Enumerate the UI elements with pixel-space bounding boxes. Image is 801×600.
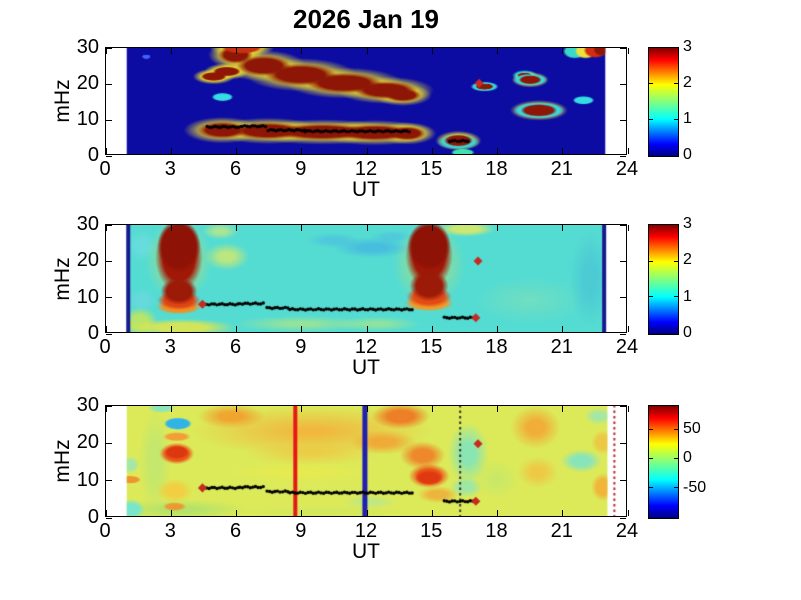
colorbar bbox=[648, 47, 679, 157]
x-tick-label: 3 bbox=[164, 158, 176, 180]
x-tick-label: 3 bbox=[164, 520, 176, 542]
colorbar-tick-label: -50 bbox=[683, 478, 707, 496]
y-tick-label: 30 bbox=[76, 36, 99, 58]
plot-area bbox=[105, 224, 629, 335]
colorbar bbox=[648, 405, 679, 519]
heatmap-canvas bbox=[105, 47, 627, 155]
x-tick-label: 12 bbox=[354, 158, 378, 180]
colorbar-tick bbox=[674, 260, 678, 262]
axis-tick bbox=[106, 155, 112, 157]
colorbar-tick-label: 0 bbox=[683, 146, 692, 163]
x-axis-label: UT bbox=[352, 178, 380, 201]
axis-tick bbox=[620, 333, 626, 335]
axis-tick bbox=[627, 48, 629, 54]
axis-tick bbox=[620, 155, 626, 157]
colorbar-tick-labels: 3 2 1 0 bbox=[683, 38, 729, 163]
x-tick-label: 6 bbox=[229, 336, 242, 358]
y-tick-label: 10 bbox=[76, 468, 99, 491]
x-tick-label: 3 bbox=[164, 336, 176, 358]
x-tick-label: 21 bbox=[550, 158, 573, 180]
x-tick-labels: 0 3 6 9 12 15 18 21 24 bbox=[99, 158, 638, 182]
colorbar-tick bbox=[674, 458, 678, 460]
x-tick-label: 18 bbox=[485, 158, 508, 180]
colorbar-tick-label: 3 bbox=[683, 215, 692, 232]
colorbar-tick bbox=[674, 429, 678, 431]
y-tick-label: 20 bbox=[76, 72, 99, 94]
x-tick-label: 21 bbox=[550, 520, 573, 542]
x-tick-label: 9 bbox=[295, 336, 307, 358]
axis-tick bbox=[106, 517, 112, 519]
y-tick-label: 10 bbox=[76, 108, 99, 130]
axis-tick bbox=[106, 333, 112, 335]
x-tick-labels: 0 3 6 9 12 15 18 21 24 bbox=[99, 520, 638, 544]
colorbar-tick bbox=[649, 487, 653, 489]
heatmap-canvas bbox=[105, 405, 627, 517]
y-tick-label: 0 bbox=[87, 144, 99, 166]
axis-tick bbox=[627, 148, 629, 154]
x-tick-label: 0 bbox=[99, 336, 111, 358]
axis-tick bbox=[627, 225, 629, 231]
x-tick-label: 21 bbox=[550, 336, 573, 358]
colorbar-tick bbox=[649, 458, 653, 460]
x-axis-label: UT bbox=[352, 540, 380, 563]
x-tick-label: 24 bbox=[615, 336, 639, 358]
y-tick-label: 20 bbox=[76, 431, 99, 454]
y-tick-label: 30 bbox=[76, 394, 99, 416]
colorbar-tick bbox=[674, 487, 678, 489]
y-tick-label: 30 bbox=[76, 213, 99, 235]
y-tick-labels: 0 10 20 30 bbox=[0, 394, 99, 528]
colorbar-tick-label: 3 bbox=[683, 38, 692, 55]
colorbar-tick-labels: 3 2 1 0 bbox=[683, 215, 729, 341]
x-tick-label: 9 bbox=[295, 158, 307, 180]
colorbar-tick-label: 50 bbox=[683, 419, 701, 437]
colorbar-tick bbox=[649, 118, 653, 120]
x-tick-label: 18 bbox=[485, 520, 508, 542]
x-tick-label: 24 bbox=[615, 520, 639, 542]
colorbar-tick bbox=[649, 83, 653, 85]
plot-area bbox=[105, 47, 629, 157]
colorbar-tick bbox=[649, 260, 653, 262]
axis-tick bbox=[627, 406, 629, 412]
x-tick-label: 12 bbox=[354, 336, 378, 358]
y-tick-labels: 0 10 20 30 bbox=[0, 213, 99, 344]
x-tick-label: 15 bbox=[420, 520, 443, 542]
axis-tick bbox=[627, 510, 629, 516]
colorbar-tick-label: 1 bbox=[683, 110, 692, 127]
colorbar-tick bbox=[674, 118, 678, 120]
colorbar-tick-labels: 50 0 -50 bbox=[683, 405, 729, 517]
x-tick-label: 18 bbox=[485, 336, 508, 358]
y-tick-label: 0 bbox=[87, 506, 99, 528]
figure-title: 2026 Jan 19 bbox=[292, 4, 439, 34]
y-tick-label: 10 bbox=[76, 285, 99, 308]
colorbar-tick-label: 2 bbox=[683, 74, 692, 91]
plot-area bbox=[105, 405, 629, 519]
x-tick-label: 9 bbox=[295, 520, 307, 542]
heatmap-canvas bbox=[105, 224, 627, 333]
colorbar-tick bbox=[649, 429, 653, 431]
x-tick-label: 15 bbox=[420, 158, 443, 180]
colorbar-tick bbox=[649, 296, 653, 298]
x-tick-labels: 0 3 6 9 12 15 18 21 24 bbox=[99, 336, 638, 360]
x-tick-label: 6 bbox=[229, 520, 242, 542]
colorbar-tick-label: 1 bbox=[683, 287, 692, 305]
x-tick-label: 0 bbox=[99, 158, 111, 180]
axis-tick bbox=[627, 326, 629, 332]
colorbar-tick bbox=[674, 296, 678, 298]
y-tick-labels: 0 10 20 30 bbox=[0, 36, 99, 166]
y-tick-label: 0 bbox=[87, 322, 99, 344]
x-tick-label: 6 bbox=[229, 158, 242, 180]
x-axis-label: UT bbox=[352, 356, 380, 379]
colorbar-tick-label: 0 bbox=[683, 324, 692, 341]
x-tick-label: 15 bbox=[420, 336, 443, 358]
colorbar-tick-label: 0 bbox=[683, 449, 692, 467]
colorbar-tick bbox=[674, 83, 678, 85]
axis-tick bbox=[620, 517, 626, 519]
x-tick-label: 0 bbox=[99, 520, 111, 542]
y-tick-label: 20 bbox=[76, 249, 99, 272]
colorbar bbox=[648, 224, 679, 335]
colorbar-tick-label: 2 bbox=[683, 251, 692, 269]
x-tick-label: 12 bbox=[354, 520, 378, 542]
x-tick-label: 24 bbox=[615, 158, 639, 180]
